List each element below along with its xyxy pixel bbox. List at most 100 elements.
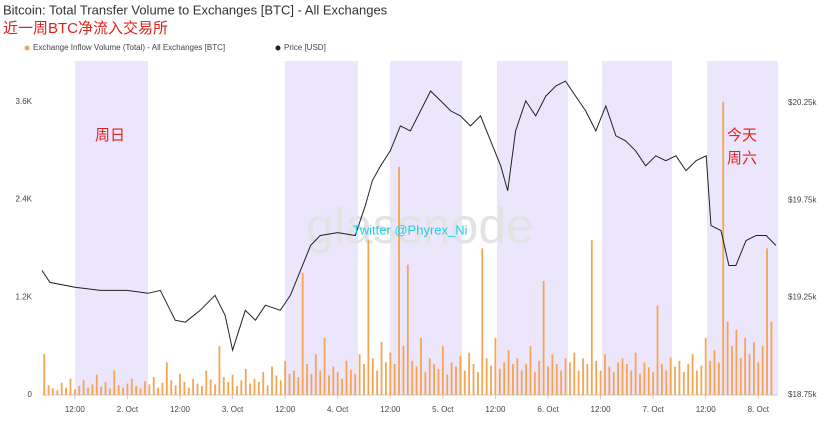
bar: [415, 366, 418, 395]
bar: [253, 378, 256, 395]
bar: [148, 384, 151, 395]
bar: [192, 378, 195, 395]
bar: [122, 387, 124, 395]
bar: [520, 370, 523, 395]
bar: [647, 367, 650, 395]
bar: [420, 337, 422, 395]
bar: [625, 364, 628, 395]
bar: [643, 362, 646, 395]
highlight-band: [390, 61, 462, 395]
bar: [455, 366, 457, 395]
bar: [577, 370, 580, 395]
bar: [512, 364, 514, 395]
bar: [196, 383, 199, 395]
bar: [130, 378, 133, 395]
bar: [599, 370, 602, 395]
highlight-band: [602, 61, 672, 395]
bar: [494, 337, 497, 395]
bar: [214, 384, 216, 395]
bar: [731, 346, 733, 395]
bar: [498, 368, 501, 395]
bar: [477, 372, 479, 395]
bar: [187, 387, 190, 395]
legend-marker: [275, 45, 281, 51]
bar: [161, 382, 164, 395]
bar: [656, 305, 659, 395]
bar: [678, 360, 681, 395]
bar: [753, 342, 755, 395]
bar: [503, 362, 506, 395]
bar: [525, 364, 527, 395]
bar: [201, 386, 203, 395]
bar: [761, 346, 764, 395]
bar: [604, 354, 606, 395]
x-tick-label: 12:00: [485, 405, 506, 414]
bar: [65, 387, 67, 395]
chart-subtitle: 近一周BTC净流入交易所: [3, 19, 168, 37]
bar: [547, 366, 549, 395]
bar: [244, 368, 247, 395]
bar: [586, 364, 589, 395]
watermark: glassnode: [306, 198, 534, 254]
y-tick-label: 2.4K: [16, 195, 33, 204]
bar: [91, 384, 94, 395]
x-tick-label: 12:00: [696, 405, 717, 414]
x-tick-label: 6. Oct: [537, 405, 559, 414]
annotation: 周六: [727, 150, 757, 167]
bar: [236, 386, 238, 395]
legend-label: Price [USD]: [284, 43, 326, 52]
bar: [687, 364, 690, 395]
bar: [437, 368, 440, 395]
bar: [398, 166, 400, 395]
bar: [349, 369, 352, 395]
bar: [665, 370, 668, 395]
bar: [345, 360, 348, 395]
bar: [73, 389, 76, 395]
bar: [227, 381, 230, 395]
y2-tick-label: $19.25k: [788, 293, 817, 302]
bar: [516, 358, 519, 395]
y-tick-label: 0: [28, 390, 33, 399]
bar: [139, 388, 142, 395]
bar: [328, 375, 330, 395]
bar: [205, 370, 208, 395]
bar: [481, 248, 484, 395]
bar: [341, 378, 343, 395]
bar: [117, 385, 120, 395]
bar: [595, 360, 598, 395]
bar: [472, 364, 475, 395]
bar: [174, 385, 177, 395]
bar: [617, 362, 619, 395]
bar: [310, 373, 313, 395]
annotation: 周日: [95, 127, 125, 144]
bar: [621, 358, 624, 395]
annotation: Twitter @Phyrex_Ni: [352, 222, 467, 237]
bar: [590, 240, 593, 395]
x-tick-label: 4. Oct: [327, 405, 349, 414]
bar: [240, 380, 243, 395]
bar: [332, 366, 335, 395]
highlight-bands: [75, 61, 778, 395]
bar: [87, 387, 89, 395]
bar: [371, 358, 374, 395]
bar: [630, 370, 633, 395]
bar: [406, 264, 409, 395]
bar: [757, 362, 760, 395]
x-tick-label: 12:00: [380, 405, 401, 414]
bar: [735, 329, 738, 395]
bar: [533, 372, 536, 395]
bar: [376, 370, 379, 395]
bar: [323, 337, 326, 395]
y-tick-label: 3.6K: [16, 97, 33, 106]
bar: [113, 370, 116, 395]
bar: [726, 321, 729, 395]
y2-tick-label: $18.75k: [788, 390, 817, 399]
bar: [555, 364, 558, 395]
bar: [608, 366, 611, 395]
x-tick-label: 5. Oct: [432, 405, 454, 414]
bar: [389, 352, 392, 395]
bar: [739, 358, 742, 395]
bar: [766, 248, 768, 395]
bar: [468, 352, 471, 395]
